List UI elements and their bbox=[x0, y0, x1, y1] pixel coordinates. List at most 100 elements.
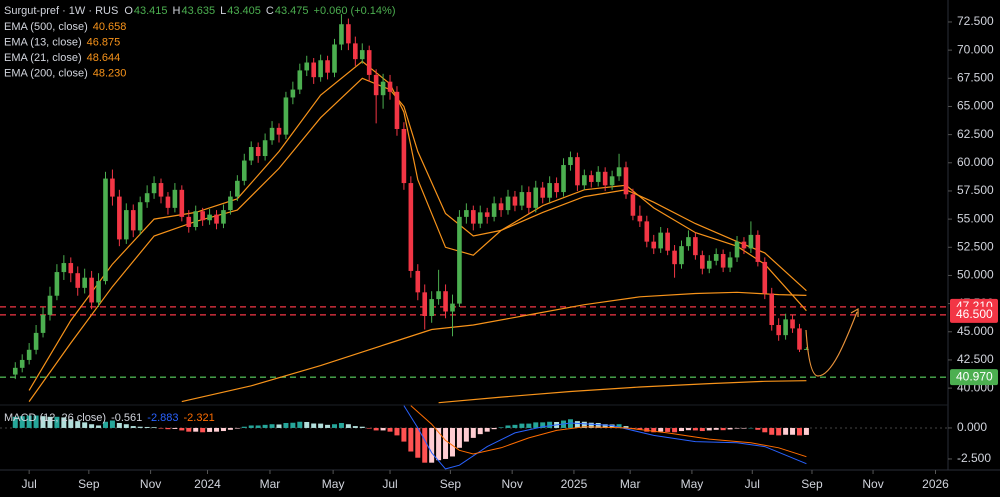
candle-body bbox=[741, 241, 747, 249]
macd-histogram-bar bbox=[456, 427, 462, 448]
candle-body bbox=[19, 359, 25, 368]
macd-histogram-bar bbox=[227, 427, 233, 430]
macd-histogram-bar bbox=[207, 427, 213, 432]
macd-histogram-bar bbox=[567, 419, 573, 428]
legend-ohlc-value: 43.405 bbox=[227, 5, 261, 17]
macd-histogram-bar bbox=[352, 426, 358, 428]
candle-body bbox=[26, 349, 32, 360]
y-tick-label: 65.000 bbox=[957, 99, 994, 113]
y-tick-label: 60.000 bbox=[957, 155, 994, 169]
candle-body bbox=[505, 196, 511, 211]
candle-body bbox=[207, 214, 212, 221]
macd-histogram-bar bbox=[581, 421, 587, 428]
macd-histogram-bar bbox=[790, 427, 796, 435]
macd-histogram-bar bbox=[61, 417, 67, 428]
candle-body bbox=[686, 237, 691, 247]
ema-line bbox=[438, 380, 807, 404]
macd-histogram-bar bbox=[12, 416, 18, 428]
candle-body bbox=[124, 210, 129, 240]
candle-body bbox=[588, 175, 594, 182]
macd-histogram-bar bbox=[68, 419, 74, 428]
legend-series-value: 40.658 bbox=[93, 21, 127, 33]
y-tick-label: 67.500 bbox=[957, 70, 994, 84]
macd-histogram-bar bbox=[255, 425, 261, 428]
macd-histogram-bar bbox=[89, 424, 95, 428]
candle-body bbox=[637, 215, 643, 222]
macd-histogram-bar bbox=[533, 422, 539, 428]
macd-histogram-bar bbox=[241, 426, 247, 428]
candle-body bbox=[672, 250, 677, 265]
candle-body bbox=[158, 183, 164, 197]
macd-histogram-bar bbox=[658, 427, 664, 432]
candle-body bbox=[82, 277, 87, 288]
macd-histogram-bar bbox=[595, 422, 601, 428]
x-tick-label: Nov bbox=[501, 477, 522, 491]
macd-y-tick-label: -2.500 bbox=[957, 451, 991, 465]
macd-legend-name: MACD (12, 26 close) bbox=[4, 412, 106, 424]
macd-histogram-bar bbox=[685, 427, 691, 431]
macd-histogram-bar bbox=[644, 427, 650, 432]
macd-histogram-bar bbox=[366, 427, 372, 429]
candle-body bbox=[110, 178, 115, 197]
macd-histogram-bar bbox=[706, 427, 712, 431]
candle-body bbox=[380, 81, 386, 96]
macd-histogram-bar bbox=[82, 422, 88, 428]
candle-body bbox=[609, 176, 615, 186]
macd-histogram-bar bbox=[96, 425, 102, 428]
level-label-box bbox=[950, 306, 998, 323]
macd-histogram-bar bbox=[276, 424, 282, 428]
candle-body bbox=[720, 254, 726, 268]
macd-histogram-bar bbox=[672, 427, 678, 433]
candle-body bbox=[172, 189, 178, 208]
macd-histogram-bar bbox=[519, 423, 525, 428]
macd-histogram-bar bbox=[616, 424, 622, 428]
macd-histogram-bar bbox=[415, 427, 421, 458]
candle-body bbox=[255, 147, 261, 157]
x-tick-label: Sep bbox=[440, 477, 462, 491]
candle-body bbox=[68, 263, 74, 274]
projection-arrowhead bbox=[850, 307, 859, 317]
candle-body bbox=[491, 203, 497, 217]
macd-histogram-bar bbox=[19, 416, 25, 428]
candle-body bbox=[235, 180, 240, 197]
macd-histogram-bar bbox=[443, 427, 449, 459]
candle-body bbox=[519, 192, 525, 206]
y-tick-label: 50.000 bbox=[957, 268, 994, 282]
macd-histogram-bar bbox=[498, 427, 504, 428]
candle-body bbox=[179, 189, 185, 217]
candle-body bbox=[359, 50, 365, 60]
candle-body bbox=[658, 232, 663, 249]
macd-histogram-bar bbox=[234, 427, 240, 429]
legend-series-value: 48.230 bbox=[93, 67, 127, 79]
macd-histogram-bar bbox=[248, 425, 254, 428]
macd-histogram-bar bbox=[394, 427, 400, 436]
macd-histogram-bar bbox=[574, 421, 580, 428]
macd-histogram-bar bbox=[318, 423, 324, 428]
legend-series-name: EMA (500, close) bbox=[4, 21, 88, 33]
macd-legend-value: -0.561 bbox=[111, 412, 142, 424]
macd-histogram-bar bbox=[540, 422, 546, 428]
candle-body bbox=[89, 277, 94, 303]
macd-histogram-bar bbox=[380, 427, 386, 431]
macd-histogram-bar bbox=[179, 427, 185, 431]
macd-histogram-bar bbox=[33, 415, 39, 428]
level-label: 46.500 bbox=[956, 307, 993, 321]
candle-body bbox=[471, 210, 476, 224]
macd-histogram-bar bbox=[602, 424, 608, 428]
x-tick-label: Mar bbox=[260, 477, 281, 491]
level-label-box bbox=[950, 369, 998, 386]
legend-ohlc-value: 43.475 bbox=[275, 5, 309, 17]
candle-body bbox=[353, 43, 358, 60]
candle-body bbox=[304, 62, 310, 71]
candle-body bbox=[533, 187, 539, 208]
macd-histogram-bar bbox=[165, 427, 171, 430]
macd-histogram-bar bbox=[290, 422, 296, 428]
macd-pane bbox=[0, 405, 948, 470]
legend-ohlc-letter: L bbox=[220, 5, 226, 17]
x-tick-label: Jul bbox=[21, 477, 36, 491]
candle-body bbox=[665, 232, 670, 251]
candle-body bbox=[311, 62, 316, 78]
legend-ohlc-value: 43.635 bbox=[181, 5, 215, 17]
macd-histogram-bar bbox=[311, 423, 317, 428]
